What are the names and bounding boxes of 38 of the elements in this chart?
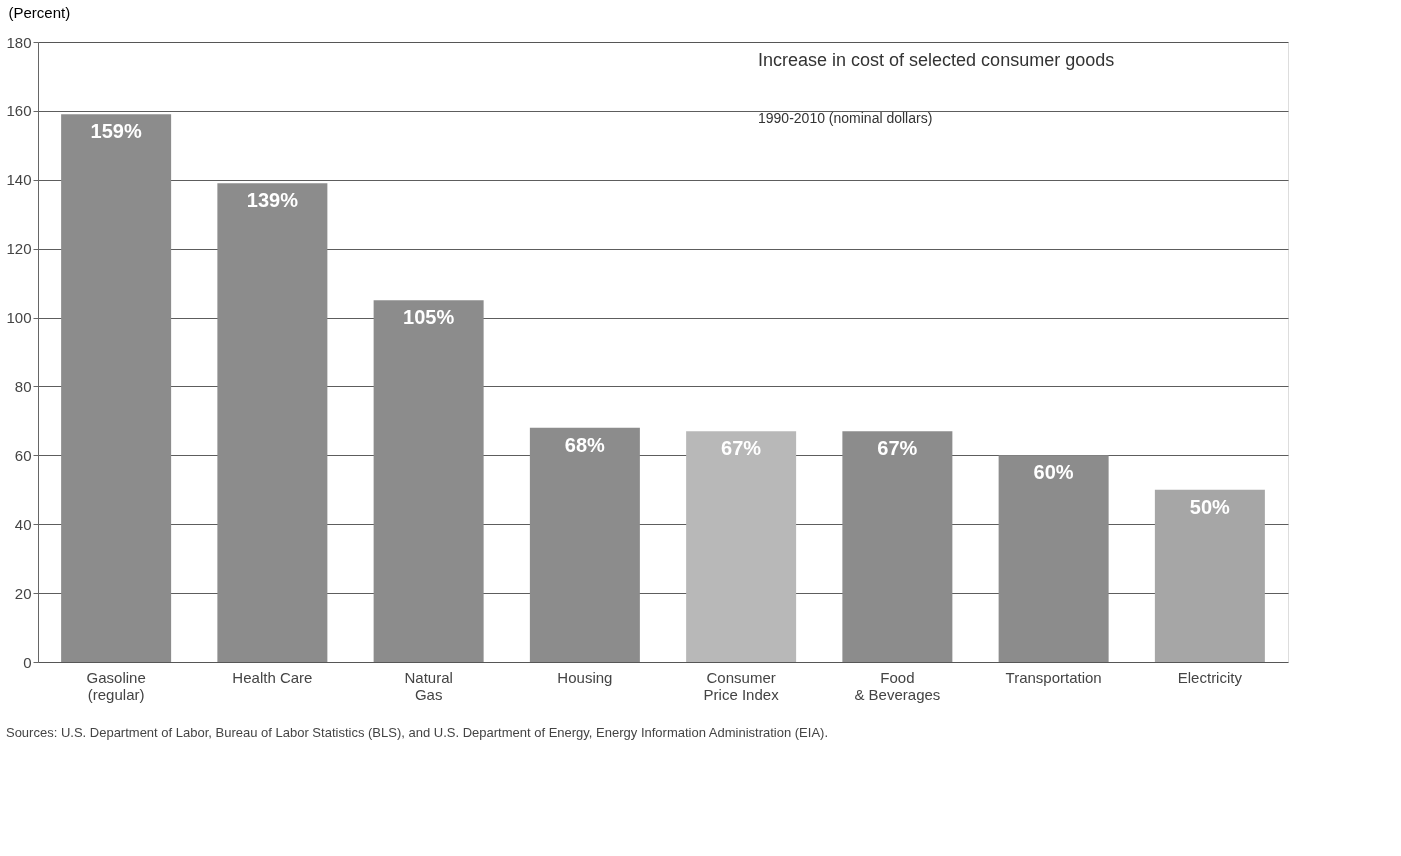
x-tick-label: Gasoline (regular) [86, 668, 146, 703]
bar [998, 455, 1109, 662]
data-label: 159% [90, 120, 142, 143]
y-axis-title: (Percent) [8, 3, 71, 21]
bar [529, 427, 640, 662]
y-tick-label: 140 [6, 171, 32, 189]
data-label: 105% [403, 306, 455, 329]
y-tick-label: 180 [6, 33, 32, 51]
text: 1990-2010 (nominal dollars) [758, 110, 933, 126]
y-tick-label: 0 [23, 653, 32, 671]
x-tick-label: Transportation [1005, 668, 1102, 686]
y-tick-label: 120 [6, 240, 32, 258]
y-tick-label: 40 [14, 515, 32, 533]
data-label: 50% [1189, 495, 1231, 518]
x-tick-label: Housing [557, 668, 613, 686]
y-tick-label: 160 [6, 102, 32, 120]
data-label: 139% [246, 189, 299, 212]
bar [1154, 489, 1265, 662]
data-label: 67% [721, 437, 762, 460]
data-label: 67% [877, 437, 918, 460]
y-tick-label: 60 [14, 446, 32, 464]
data-label: 68% [564, 433, 606, 456]
x-tick-label: Natural Gas [404, 668, 453, 703]
data-label: 60% [1033, 461, 1074, 484]
y-tick-label: 100 [6, 309, 32, 327]
x-tick-label: Electricity [1177, 668, 1243, 686]
chart-title: Increase in cost of selected consumer goods [758, 50, 1115, 70]
x-tick-label: Health Care [232, 668, 313, 686]
bar [217, 183, 328, 662]
x-tick-label: Food & Beverages [854, 668, 941, 703]
y-tick-label: 80 [14, 377, 32, 395]
y-tick-label: 20 [14, 584, 32, 602]
bar [686, 431, 797, 662]
bar [842, 431, 953, 662]
bar [373, 300, 484, 662]
x-tick-label: Consumer Price Index [703, 668, 780, 703]
source-note: Sources: U.S. Department of Labor, Bureau of Labor Statistics (BLS), and U.S. Department of Energy, Energy Information Administration (EIA). [5, 725, 829, 740]
bar [61, 114, 172, 662]
